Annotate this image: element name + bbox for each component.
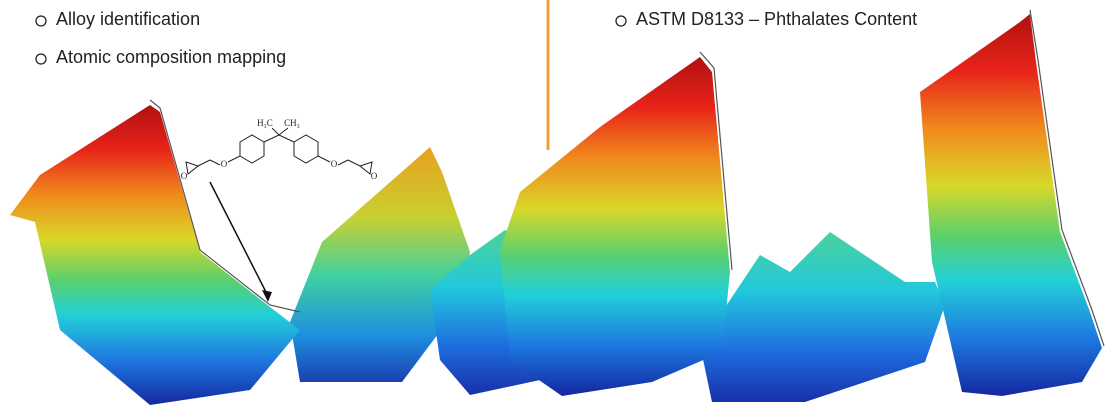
bullet-marker	[36, 54, 46, 64]
surface-peak	[700, 232, 945, 402]
bullet-marker	[616, 16, 626, 26]
bullet-text: ASTM D8133 – Phthalates Content	[636, 9, 917, 29]
chem-label: O	[371, 171, 378, 181]
surface-peak	[500, 57, 730, 396]
chem-label: O	[221, 159, 228, 169]
chem-label: O	[181, 171, 188, 181]
bullet-marker	[36, 16, 46, 26]
chem-label: O	[331, 159, 338, 169]
chemical-structure	[186, 128, 372, 174]
surface-plot	[10, 10, 1104, 405]
chem-label: H₃C	[257, 118, 273, 128]
surface-peak	[920, 14, 1102, 396]
surface-peak	[10, 105, 300, 405]
slide: H₃C CH₃ O O O O Alloy identification Atom…	[0, 0, 1112, 414]
bullet-text: Atomic composition mapping	[56, 47, 286, 67]
slide-canvas: H₃C CH₃ O O O O Alloy identification Atom…	[0, 0, 1112, 414]
bullet-text: Alloy identification	[56, 9, 200, 29]
chem-label: CH₃	[284, 118, 300, 128]
